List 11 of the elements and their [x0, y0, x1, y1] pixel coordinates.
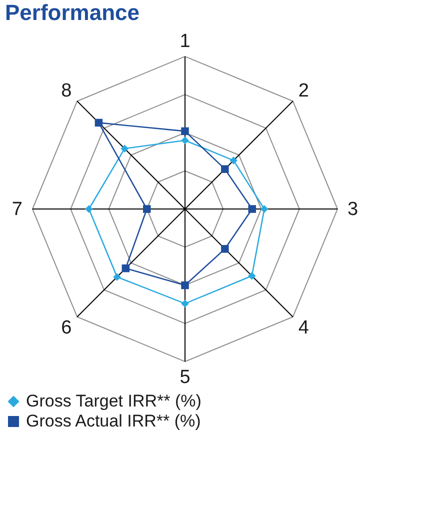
legend-label: Gross Target IRR** (%) — [26, 392, 202, 410]
spoke-label: 7 — [12, 199, 22, 220]
spoke-label: 3 — [348, 199, 358, 220]
spoke-label: 2 — [298, 80, 309, 102]
legend-label: Gross Actual IRR** (%) — [26, 412, 201, 430]
spoke-label: 8 — [61, 80, 72, 102]
spoke-label: 1 — [180, 31, 190, 52]
spoke-label: 5 — [180, 366, 190, 388]
spoke-label: 6 — [61, 318, 72, 339]
chart-title: Performance — [5, 0, 140, 25]
spoke-label: 4 — [298, 318, 310, 339]
